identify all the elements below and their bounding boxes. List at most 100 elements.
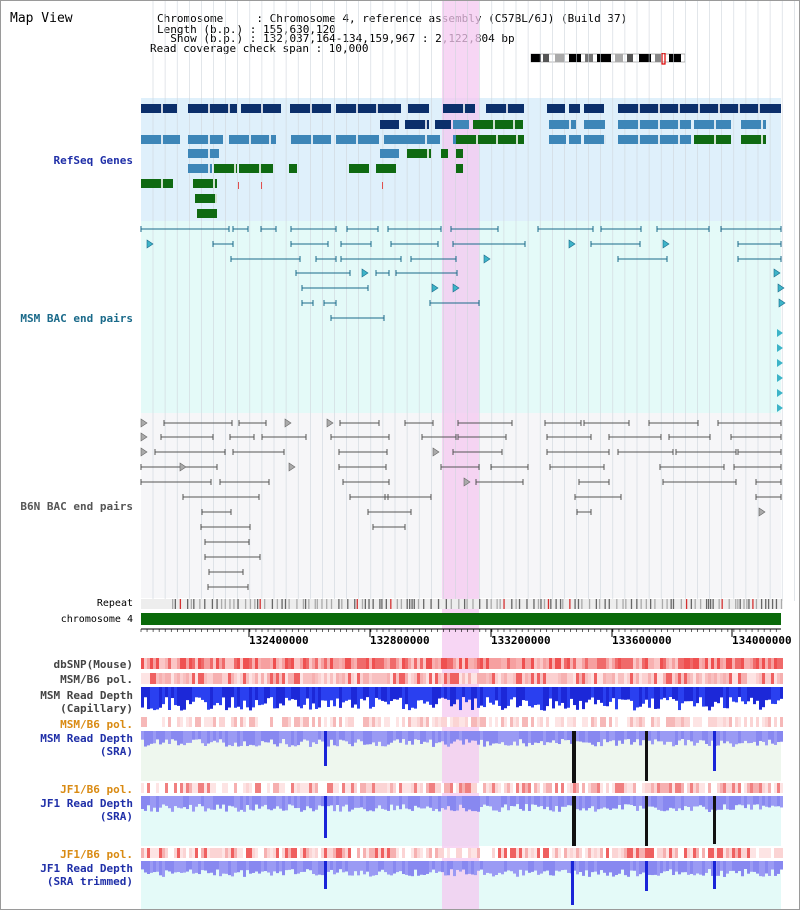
dbsnp-bin [534, 658, 537, 669]
jf1-trim-depth-bin [771, 861, 774, 870]
chromosome-ideogram[interactable] [529, 53, 689, 65]
repeat-mark [705, 599, 708, 609]
jf1-trim-depth-bin [354, 861, 357, 872]
dbsnp-bin [402, 658, 405, 669]
dbsnp-bin [669, 658, 672, 669]
jf1-b6-pol-bin [540, 783, 543, 793]
msm-bac-end-arrow [431, 283, 439, 293]
msm-b6-pol-bin [702, 673, 705, 684]
dbsnp-bin [639, 658, 642, 669]
jf1-b6-pol-bin [570, 783, 573, 793]
refseq-gene-gap [678, 135, 680, 144]
dbsnp-bin [420, 658, 423, 669]
msm-sra-depth-bin [465, 731, 468, 740]
jf1-b6-pol-bin [750, 783, 753, 793]
msm-b6-pol-bin [357, 673, 360, 684]
jf1-b6-pol-bin [735, 783, 738, 793]
jf1-trim-depth-bin [630, 861, 633, 871]
jf1-b6-pol-2-bin [381, 848, 384, 858]
msm-b6-pol-bin [366, 673, 369, 684]
jf1-b6-pol-bin [381, 783, 384, 793]
msm-b6-pol-bin [741, 673, 744, 684]
msm-b6-pol-sra-bin [471, 717, 474, 727]
repeat-mark [625, 599, 627, 609]
jf1-trim-depth-bin [612, 861, 615, 877]
jf1-b6-pol-2-bin [495, 848, 498, 858]
jf1-sra-depth-bin [438, 796, 441, 812]
jf1-b6-pol-bin [180, 783, 183, 793]
track-label-b6n-bac[interactable]: B6N BAC end pairs [20, 500, 133, 513]
msm-b6-pol-sra-bin [648, 717, 651, 727]
dbsnp-bin [183, 658, 186, 669]
jf1-b6-pol-2-bin [570, 848, 573, 858]
jf1-b6-pol-bin [585, 783, 588, 793]
jf1-b6-pol-bin [156, 783, 159, 793]
msm-sra-depth-bin-spike [713, 731, 716, 771]
jf1-trim-depth-bin [618, 861, 621, 874]
dbsnp-bin [228, 658, 231, 669]
msm-b6-pol-sra-bin [588, 717, 591, 727]
jf1-b6-pol-bin [546, 783, 549, 793]
jf1-sra-depth-bin [342, 796, 345, 807]
jf1-sra-depth-bin [213, 796, 216, 810]
msm-sra-depth-bin [708, 731, 711, 746]
dbsnp-bin [762, 658, 765, 669]
jf1-b6-pol-bin [678, 783, 681, 793]
axis-tick-label: 134000000 [732, 634, 792, 647]
dbsnp-bin [609, 658, 612, 669]
msm-cap-depth-bin [447, 687, 450, 700]
jf1-trim-depth-bin [303, 861, 306, 872]
jf1-sra-depth-bin [174, 796, 177, 807]
msm-b6-pol-bin [279, 673, 282, 684]
msm-b6-pol-sra-bin [645, 717, 648, 727]
axis-tick-label: 132800000 [370, 634, 430, 647]
jf1-b6-pol-2-bin [585, 848, 588, 858]
jf1-sra-depth-bin [408, 796, 411, 810]
msm-b6-pol-sra-bin [321, 717, 324, 727]
jf1-trim-depth-bin [384, 861, 387, 873]
dbsnp-bin [261, 658, 264, 669]
jf1-trim-depth-bin [600, 861, 603, 871]
track-label-refseq[interactable]: RefSeq Genes [53, 154, 133, 167]
msm-b6-pol-sra-bin [642, 717, 645, 727]
jf1-trim-depth-bin [333, 861, 336, 875]
jf1-sra-depth-bin [240, 796, 243, 810]
jf1-sra-depth-bin [420, 796, 423, 809]
b6n-bac-end-arrow [140, 418, 148, 428]
msm-sra-depth-bin [432, 731, 435, 747]
msm-b6-pol-bin [642, 673, 645, 684]
msm-bac-end-arrow [452, 283, 460, 293]
msm-cap-depth-bin [222, 687, 225, 698]
repeat-mark [680, 599, 682, 609]
jf1-sra-depth-bin [717, 796, 720, 810]
jf1-sra-depth-bin [531, 796, 534, 805]
jf1-trim-depth-bin [468, 861, 471, 874]
msm-cap-depth-bin [186, 687, 189, 701]
jf1-sra-depth-bin [519, 796, 522, 810]
jf1-b6-pol-2-bin [654, 848, 657, 858]
msm-b6-pol-sra-bin [369, 717, 372, 727]
jf1-b6-pol-bin [300, 783, 303, 793]
msm-b6-pol-bin [324, 673, 327, 684]
msm-cap-depth-bin [684, 687, 687, 702]
dbsnp-bin [426, 658, 429, 669]
repeat-mark [630, 599, 633, 609]
refseq-gene-block [584, 135, 606, 144]
msm-b6-pol-sra-bin [600, 717, 603, 727]
jf1-trim-depth-bin [549, 861, 552, 876]
refseq-gene-block [694, 120, 731, 129]
msm-b6-pol-sra-bin [540, 717, 543, 727]
msm-b6-pol-sra-bin [435, 717, 438, 727]
jf1-b6-pol-bin [495, 783, 498, 793]
jf1-sra-depth-bin [351, 796, 354, 810]
jf1-sra-depth-bin [435, 796, 438, 809]
msm-sra-depth-bin [633, 731, 636, 743]
msm-b6-pol-sra-bin [318, 717, 321, 727]
track-label-msm-bac[interactable]: MSM BAC end pairs [20, 312, 133, 325]
jf1-b6-pol-2-bin [315, 848, 318, 858]
msm-sra-depth-bin [399, 731, 402, 743]
jf1-trim-depth-bin [201, 861, 204, 871]
refseq-gene-gap [234, 164, 236, 173]
jf1-sra-depth-bin [198, 796, 201, 805]
